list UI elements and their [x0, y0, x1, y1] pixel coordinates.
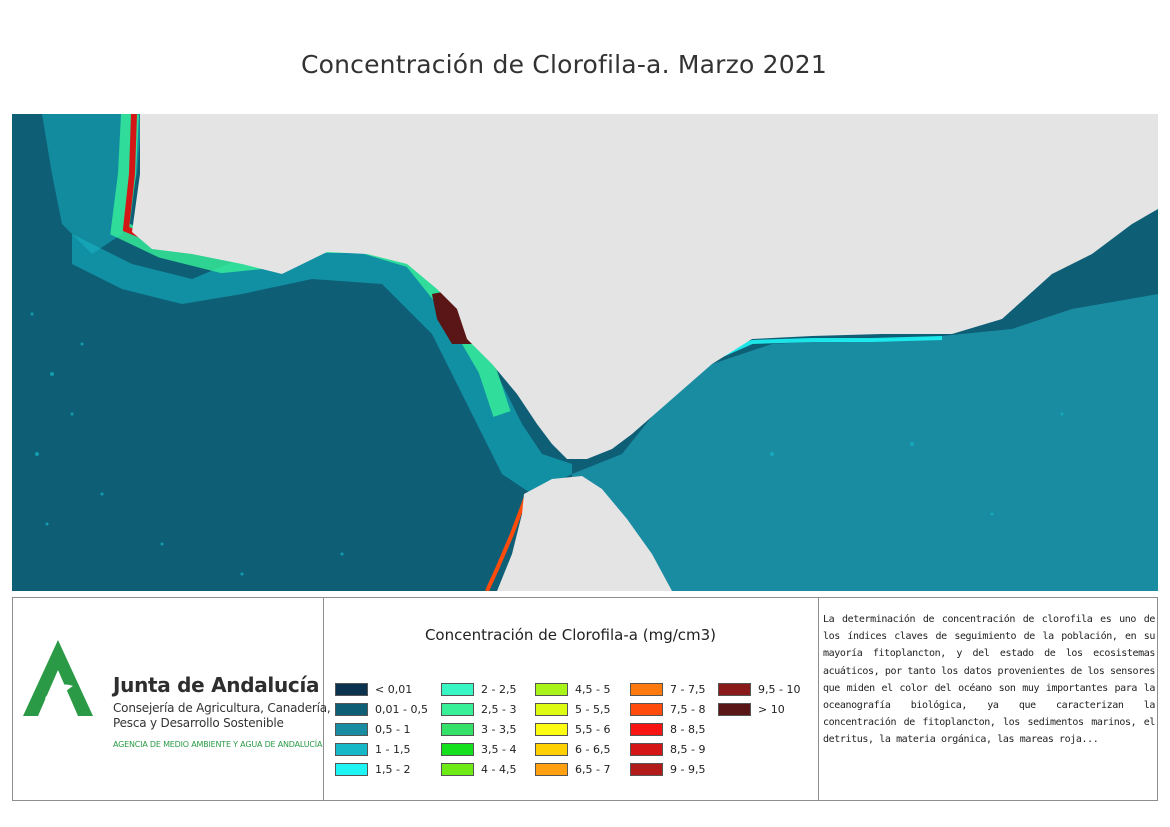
- iberia-land: [132, 114, 1158, 459]
- legend-label: 9 - 9,5: [670, 762, 706, 776]
- legend-item: 7 - 7,5: [630, 681, 705, 697]
- legend-label: 6 - 6,5: [575, 742, 611, 756]
- legend-swatch: [718, 702, 751, 716]
- legend-item: < 0,01: [335, 681, 412, 697]
- legend-swatch: [441, 762, 474, 776]
- legend-label: 0,5 - 1: [375, 722, 411, 736]
- legend-item: 1,5 - 2: [335, 761, 410, 777]
- legend-swatch: [441, 702, 474, 716]
- legend-swatch: [441, 682, 474, 696]
- agency-name: AGENCIA DE MEDIO AMBIENTE Y AGUA DE ANDA…: [113, 740, 323, 749]
- legend-label: 7,5 - 8: [670, 702, 706, 716]
- legend-label: 3 - 3,5: [481, 722, 517, 736]
- legend-item: 4 - 4,5: [441, 761, 516, 777]
- legend-swatch: [535, 742, 568, 756]
- info-panel: Junta de Andalucía Consejería de Agricul…: [12, 597, 1158, 801]
- organization-subtitle-2: Pesca y Desarrollo Sostenible: [113, 716, 284, 730]
- legend-label: 8,5 - 9: [670, 742, 706, 756]
- legend-item: 6 - 6,5: [535, 741, 610, 757]
- legend-label: 2,5 - 3: [481, 702, 517, 716]
- legend-item: 9 - 9,5: [630, 761, 705, 777]
- organization-subtitle-1: Consejería de Agricultura, Canadería,: [113, 701, 331, 715]
- legend-label: 1,5 - 2: [375, 762, 411, 776]
- legend-swatch: [335, 742, 368, 756]
- legend-swatch: [335, 722, 368, 736]
- legend-item: 0,01 - 0,5: [335, 701, 428, 717]
- legend-label: 5,5 - 6: [575, 722, 611, 736]
- legend-label: 0,01 - 0,5: [375, 702, 428, 716]
- legend-item: 0,5 - 1: [335, 721, 410, 737]
- legend-swatch: [718, 682, 751, 696]
- legend-item: 1 - 1,5: [335, 741, 410, 757]
- legend-swatch: [335, 702, 368, 716]
- legend-item: 8 - 8,5: [630, 721, 705, 737]
- legend-swatch: [630, 742, 663, 756]
- legend-label: 7 - 7,5: [670, 682, 706, 696]
- legend-item: 7,5 - 8: [630, 701, 705, 717]
- legend-label: 1 - 1,5: [375, 742, 411, 756]
- legend-item: 4,5 - 5: [535, 681, 610, 697]
- legend-swatch: [630, 682, 663, 696]
- legend-item: 3 - 3,5: [441, 721, 516, 737]
- legend-label: > 10: [758, 702, 785, 716]
- legend-swatch: [535, 722, 568, 736]
- legend-label: 6,5 - 7: [575, 762, 611, 776]
- legend-swatch: [335, 762, 368, 776]
- legend-swatch: [535, 702, 568, 716]
- legend-swatch: [630, 702, 663, 716]
- legend-item: 5,5 - 6: [535, 721, 610, 737]
- divider: [818, 598, 819, 800]
- legend-item: 2,5 - 3: [441, 701, 516, 717]
- mediterranean-shelf: [572, 294, 1158, 591]
- legend-item: 8,5 - 9: [630, 741, 705, 757]
- chlorophyll-map: [12, 114, 1158, 591]
- legend-swatch: [441, 742, 474, 756]
- legend-swatch: [335, 682, 368, 696]
- legend-item: > 10: [718, 701, 785, 717]
- legend-label: 8 - 8,5: [670, 722, 706, 736]
- legend-swatch: [535, 682, 568, 696]
- description-text: La determinación de concentración de clo…: [823, 614, 1155, 746]
- offshore-speckles: [30, 312, 1064, 576]
- divider: [323, 598, 324, 800]
- legend-item: 5 - 5,5: [535, 701, 610, 717]
- legend-item: 3,5 - 4: [441, 741, 516, 757]
- legend-label: 4 - 4,5: [481, 762, 517, 776]
- legend-label: 3,5 - 4: [481, 742, 517, 756]
- legend-swatch: [441, 722, 474, 736]
- legend-label: 2 - 2,5: [481, 682, 517, 696]
- legend-swatch: [630, 762, 663, 776]
- legend-item: 9,5 - 10: [718, 681, 800, 697]
- legend-swatch: [630, 722, 663, 736]
- coastal-band-morocco: [485, 493, 529, 591]
- junta-andalucia-logo-icon: [23, 640, 93, 716]
- legend-item: 6,5 - 7: [535, 761, 610, 777]
- legend-swatch: [535, 762, 568, 776]
- legend-label: 4,5 - 5: [575, 682, 611, 696]
- organization-name: Junta de Andalucía: [113, 673, 320, 697]
- legend-label: 9,5 - 10: [758, 682, 801, 696]
- map-title: Concentración de Clorofila-a. Marzo 2021: [300, 50, 828, 79]
- morocco-land: [497, 476, 672, 591]
- legend-title: Concentración de Clorofila-a (mg/cm3): [424, 626, 717, 644]
- legend-label: 5 - 5,5: [575, 702, 611, 716]
- legend-item: 2 - 2,5: [441, 681, 516, 697]
- legend-label: < 0,01: [375, 682, 413, 696]
